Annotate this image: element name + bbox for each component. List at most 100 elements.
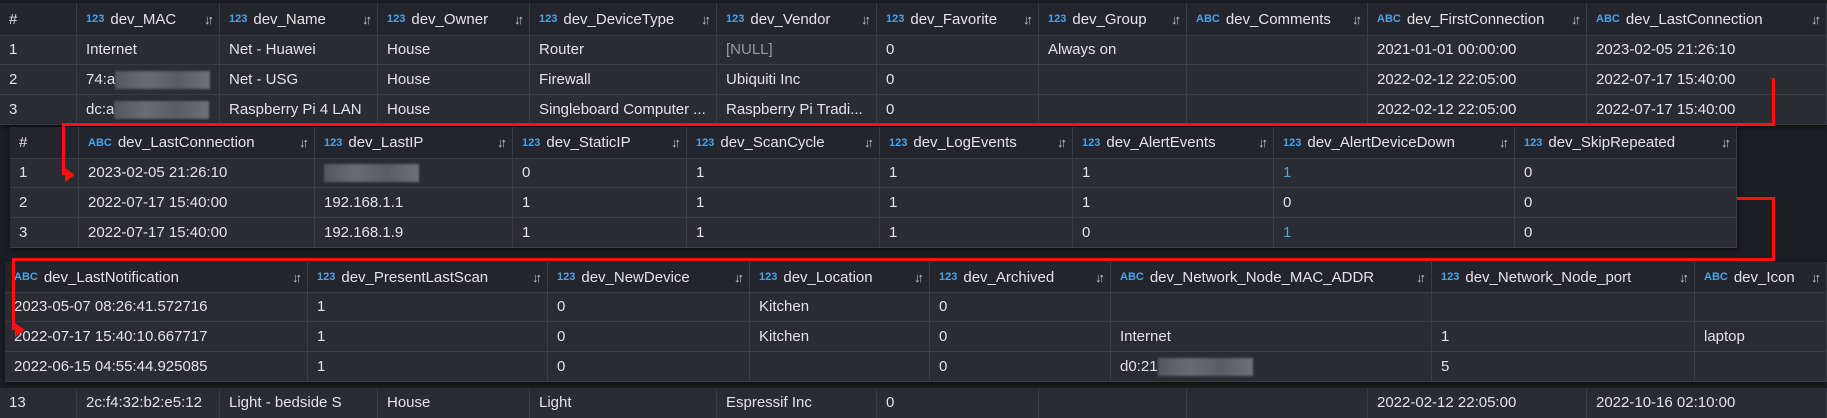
table-row[interactable]: 3 2022-07-17 15:40:00 192.168.1.9 1 1 1 0 1 0 bbox=[10, 218, 1737, 248]
table-cell[interactable]: House bbox=[378, 388, 530, 418]
table-cell[interactable]: 3 bbox=[10, 218, 79, 247]
table-cell[interactable]: Espressif Inc bbox=[717, 388, 877, 418]
background-table-row[interactable]: 13 2c:f4:32:b2:e5:12 Light - bedside S Hous… bbox=[0, 388, 1827, 418]
column-header[interactable]: 123 dev_LogEvents ↓↑ bbox=[880, 127, 1073, 158]
table-cell[interactable]: 1 bbox=[0, 35, 77, 64]
table-cell[interactable] bbox=[1187, 65, 1368, 94]
table-row[interactable]: 2022-06-15 04:55:44.925085 1 0 0 d0:21 5 bbox=[5, 352, 1827, 382]
column-header[interactable]: # bbox=[10, 127, 79, 158]
table-cell[interactable]: 1 bbox=[513, 188, 687, 217]
sort-arrows-icon[interactable]: ↓↑ bbox=[362, 11, 372, 27]
table-cell[interactable]: 2c:f4:32:b2:e5:12 bbox=[77, 388, 220, 418]
table-cell[interactable] bbox=[1039, 95, 1187, 124]
table-cell[interactable] bbox=[750, 352, 930, 381]
table-cell[interactable]: 0 bbox=[877, 388, 1039, 418]
sort-arrows-icon[interactable]: ↓↑ bbox=[1499, 135, 1509, 150]
table-cell[interactable]: 5 bbox=[1432, 352, 1695, 381]
table-cell[interactable]: 2022-07-17 15:40:00 bbox=[79, 188, 315, 217]
table-row[interactable]: 1 2023-02-05 21:26:10 0 1 1 1 1 0 bbox=[10, 158, 1737, 188]
sort-arrows-icon[interactable]: ↓↑ bbox=[1679, 269, 1689, 285]
column-header[interactable]: 123 dev_Archived ↓↑ bbox=[930, 262, 1111, 292]
table-cell[interactable]: 2022-07-17 15:40:10.667717 bbox=[5, 322, 308, 351]
column-header[interactable]: 123 dev_Favorite ↓↑ bbox=[877, 3, 1039, 35]
sort-arrows-icon[interactable]: ↓↑ bbox=[1811, 269, 1821, 285]
table-cell[interactable] bbox=[1432, 292, 1695, 321]
column-header[interactable]: 123 dev_StaticIP ↓↑ bbox=[513, 127, 687, 158]
table-cell[interactable]: Kitchen bbox=[750, 292, 930, 321]
table-cell[interactable]: Internet bbox=[77, 35, 220, 64]
table-cell[interactable]: 0 bbox=[1274, 188, 1515, 217]
column-header[interactable]: 123 dev_Location ↓↑ bbox=[750, 262, 930, 292]
table-cell[interactable]: Always on bbox=[1039, 35, 1187, 64]
table-cell[interactable]: 3 bbox=[0, 95, 77, 124]
table-cell[interactable]: 192.168.1.9 bbox=[315, 218, 513, 247]
sort-arrows-icon[interactable]: ↓↑ bbox=[1023, 11, 1033, 27]
table-cell[interactable] bbox=[1695, 292, 1827, 321]
column-header[interactable]: ABC dev_LastConnection ↓↑ bbox=[79, 127, 315, 158]
column-header[interactable]: ABC dev_LastNotification ↓↑ bbox=[5, 262, 308, 292]
table-cell[interactable]: 13 bbox=[0, 388, 77, 418]
table-cell[interactable] bbox=[1695, 352, 1827, 381]
sort-arrows-icon[interactable]: ↓↑ bbox=[1416, 269, 1426, 285]
table-cell[interactable]: 2021-01-01 00:00:00 bbox=[1368, 35, 1587, 64]
table-cell[interactable] bbox=[1111, 292, 1432, 321]
table-cell[interactable]: 0 bbox=[877, 65, 1039, 94]
sort-arrows-icon[interactable]: ↓↑ bbox=[292, 269, 302, 285]
column-header[interactable]: 123 dev_LastIP ↓↑ bbox=[315, 127, 513, 158]
table-row[interactable]: 3 dc:a Raspberry Pi 4 LAN House Singleboard … bbox=[0, 95, 1827, 125]
table-cell[interactable]: 1 bbox=[308, 322, 548, 351]
table-cell[interactable]: 2 bbox=[10, 188, 79, 217]
table-cell[interactable]: 2022-07-17 15:40:00 bbox=[1587, 65, 1827, 94]
column-header[interactable]: 123 dev_AlertEvents ↓↑ bbox=[1073, 127, 1274, 158]
table-cell[interactable]: 0 bbox=[1515, 218, 1737, 247]
table-cell[interactable]: House bbox=[378, 65, 530, 94]
table-cell[interactable]: Raspberry Pi Tradi... bbox=[717, 95, 877, 124]
sort-arrows-icon[interactable]: ↓↑ bbox=[514, 11, 524, 27]
table-cell[interactable]: 1 bbox=[1274, 158, 1515, 187]
column-header[interactable]: 123 dev_NewDevice ↓↑ bbox=[548, 262, 750, 292]
table-cell[interactable]: 1 bbox=[687, 158, 880, 187]
column-header[interactable]: 123 dev_Owner ↓↑ bbox=[378, 3, 530, 35]
table-cell[interactable]: 2023-05-07 08:26:41.572716 bbox=[5, 292, 308, 321]
table-cell[interactable]: 1 bbox=[308, 292, 548, 321]
sort-arrows-icon[interactable]: ↓↑ bbox=[864, 135, 874, 150]
sort-arrows-icon[interactable]: ↓↑ bbox=[1095, 269, 1105, 285]
sort-arrows-icon[interactable]: ↓↑ bbox=[1057, 135, 1067, 150]
table-cell[interactable]: 2022-07-17 15:40:00 bbox=[1587, 95, 1827, 124]
table-cell[interactable]: Internet bbox=[1111, 322, 1432, 351]
column-header[interactable]: 123 dev_MAC ↓↑ bbox=[77, 3, 220, 35]
table-cell[interactable]: Raspberry Pi 4 LAN bbox=[220, 95, 378, 124]
table-cell[interactable]: 2023-02-05 21:26:10 bbox=[79, 158, 315, 187]
table-row[interactable]: 1 Internet Net - Huawei House Router [NULL] 0 A… bbox=[0, 35, 1827, 65]
table-cell[interactable] bbox=[1187, 95, 1368, 124]
table-cell[interactable]: 0 bbox=[1073, 218, 1274, 247]
table-cell[interactable]: 0 bbox=[930, 292, 1111, 321]
table-cell[interactable]: 0 bbox=[930, 352, 1111, 381]
table-cell[interactable]: 1 bbox=[308, 352, 548, 381]
table-cell[interactable]: Light bbox=[530, 388, 717, 418]
table-cell[interactable]: 1 bbox=[687, 218, 880, 247]
table-cell[interactable]: 1 bbox=[1432, 322, 1695, 351]
table-cell[interactable]: 0 bbox=[877, 35, 1039, 64]
table-cell[interactable]: Ubiquiti Inc bbox=[717, 65, 877, 94]
column-header[interactable]: 123 dev_ScanCycle ↓↑ bbox=[687, 127, 880, 158]
sort-arrows-icon[interactable]: ↓↑ bbox=[1571, 11, 1581, 27]
table-cell[interactable]: 0 bbox=[930, 322, 1111, 351]
table-cell[interactable]: 1 bbox=[10, 158, 79, 187]
table-cell[interactable]: [NULL] bbox=[717, 35, 877, 64]
sort-arrows-icon[interactable]: ↓↑ bbox=[861, 11, 871, 27]
table-row[interactable]: 2023-05-07 08:26:41.572716 1 0 Kitchen 0 bbox=[5, 292, 1827, 322]
table-cell[interactable]: d0:21 bbox=[1111, 352, 1432, 381]
column-header[interactable]: 123 dev_Name ↓↑ bbox=[220, 3, 378, 35]
table-cell[interactable] bbox=[315, 158, 513, 187]
column-header[interactable]: 123 dev_SkipRepeated ↓↑ bbox=[1515, 127, 1737, 158]
column-header[interactable]: ABC dev_FirstConnection ↓↑ bbox=[1368, 3, 1587, 35]
column-header[interactable]: 123 dev_AlertDeviceDown ↓↑ bbox=[1274, 127, 1515, 158]
column-header[interactable]: 123 dev_Group ↓↑ bbox=[1039, 3, 1187, 35]
table-cell[interactable]: 1 bbox=[687, 188, 880, 217]
table-cell[interactable]: Router bbox=[530, 35, 717, 64]
table-cell[interactable]: House bbox=[378, 35, 530, 64]
table-cell[interactable] bbox=[1187, 388, 1368, 418]
table-cell[interactable]: 0 bbox=[1515, 158, 1737, 187]
table-cell[interactable]: 0 bbox=[877, 95, 1039, 124]
